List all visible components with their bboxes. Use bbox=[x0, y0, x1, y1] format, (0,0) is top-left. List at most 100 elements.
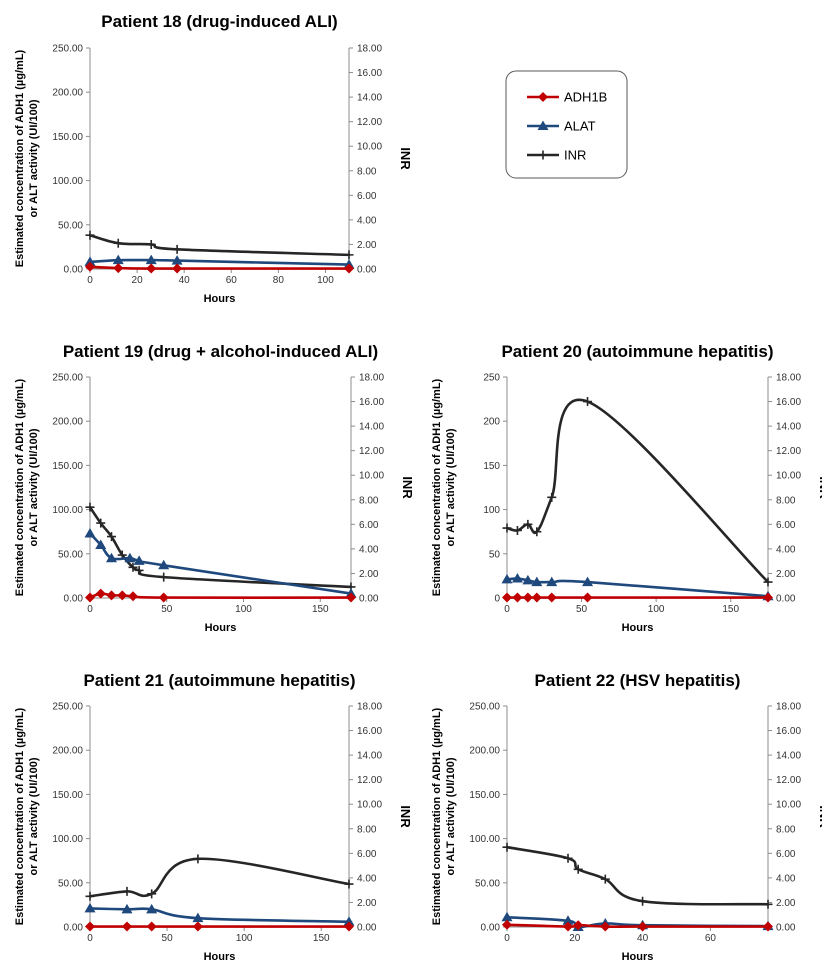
y2-tick-label: 6.00 bbox=[357, 191, 377, 202]
y-tick-label: 150.00 bbox=[52, 790, 83, 801]
data-point-inr bbox=[512, 525, 522, 535]
data-point-adh1b bbox=[563, 921, 574, 932]
y2-tick-label: 6.00 bbox=[776, 849, 796, 860]
data-point-inr bbox=[106, 532, 116, 542]
chart-title: Patient 21 (autoimmune hepatitis) bbox=[83, 671, 355, 690]
x-tick-label: 80 bbox=[273, 275, 285, 286]
y-tick-label: 100.00 bbox=[52, 176, 83, 187]
data-point-alat bbox=[146, 903, 158, 914]
data-point-alat bbox=[84, 256, 96, 266]
y-tick-label: 0.00 bbox=[64, 923, 84, 934]
data-point-adh1b bbox=[95, 588, 106, 599]
data-point-alat bbox=[562, 915, 574, 925]
y2-tick-label: 2.00 bbox=[357, 898, 377, 909]
series-line-alat bbox=[88, 907, 351, 923]
x-tick-label: 100 bbox=[236, 933, 253, 944]
data-point-alat bbox=[112, 254, 124, 265]
y2-axis-label: INR bbox=[817, 805, 822, 828]
y2-tick-label: 4.00 bbox=[357, 873, 377, 884]
data-point-adh1b bbox=[127, 591, 138, 602]
y2-tick-label: 6.00 bbox=[776, 520, 796, 531]
y2-tick-label: 0.00 bbox=[359, 594, 379, 605]
data-point-adh1b bbox=[344, 921, 354, 932]
y-tick-label: 50.00 bbox=[58, 878, 83, 889]
y2-tick-label: 2.00 bbox=[776, 569, 796, 580]
data-point-inr bbox=[85, 502, 95, 512]
y-tick-label: 150 bbox=[483, 461, 500, 472]
data-point-inr bbox=[600, 874, 610, 884]
y-tick-label: 150.00 bbox=[469, 790, 500, 801]
y-axis-label-line2: or ALT activity (UI/100) bbox=[28, 757, 40, 875]
data-point-alat bbox=[511, 573, 523, 583]
data-point-alat bbox=[133, 555, 145, 565]
chart-panel-18: Patient 18 (drug-induced ALI) 0.00 50.00 10… bbox=[14, 12, 413, 305]
y2-tick-label: 16.00 bbox=[359, 397, 384, 408]
data-point-adh1b bbox=[502, 919, 512, 930]
data-point-alat bbox=[121, 903, 133, 914]
y2-tick-label: 12.00 bbox=[776, 446, 801, 457]
y2-tick-label: 10.00 bbox=[776, 471, 801, 482]
data-point-alat bbox=[546, 576, 558, 587]
data-point-inr bbox=[563, 853, 573, 863]
x-tick-label: 150 bbox=[313, 933, 330, 944]
x-axis-label: Hours bbox=[204, 293, 236, 305]
y2-tick-label: 12.00 bbox=[359, 446, 384, 457]
y-axis-label-line2: or ALT activity (UI/100) bbox=[28, 99, 40, 217]
legend-marker-inr bbox=[538, 150, 548, 160]
chart-panel-19: Patient 19 (drug + alcohol-induced ALI) 0… bbox=[14, 342, 415, 634]
y-tick-label: 100 bbox=[483, 505, 500, 516]
y-axis-label-line2: or ALT activity (UI/100) bbox=[28, 428, 40, 546]
data-point-inr bbox=[583, 397, 593, 407]
y-tick-label: 50 bbox=[489, 549, 501, 560]
x-tick-label: 60 bbox=[705, 933, 717, 944]
y2-axis-label: INR bbox=[817, 476, 822, 499]
y2-tick-label: 14.00 bbox=[776, 751, 801, 762]
y2-tick-label: 14.00 bbox=[359, 422, 384, 433]
y2-axis-label: INR bbox=[398, 147, 413, 170]
y-tick-label: 200 bbox=[483, 417, 500, 428]
data-point-alat bbox=[582, 576, 594, 587]
y2-tick-label: 18.00 bbox=[776, 373, 801, 384]
data-point-adh1b bbox=[346, 592, 356, 603]
y-tick-label: 0.00 bbox=[481, 923, 501, 934]
x-axis-label: Hours bbox=[205, 622, 237, 634]
y-tick-label: 50.00 bbox=[58, 220, 83, 231]
data-point-alat bbox=[501, 573, 513, 584]
y2-tick-label: 2.00 bbox=[776, 898, 796, 909]
x-tick-label: 0 bbox=[87, 604, 93, 615]
chart-title: Patient 22 (HSV hepatitis) bbox=[535, 671, 741, 690]
x-tick-label: 20 bbox=[132, 275, 144, 286]
y2-tick-label: 12.00 bbox=[776, 775, 801, 786]
y2-tick-label: 2.00 bbox=[357, 240, 377, 251]
y2-tick-label: 16.00 bbox=[776, 726, 801, 737]
x-tick-label: 100 bbox=[648, 604, 665, 615]
data-point-inr bbox=[763, 577, 773, 587]
x-tick-label: 100 bbox=[317, 275, 334, 286]
x-tick-label: 50 bbox=[576, 604, 588, 615]
data-point-alat bbox=[531, 576, 543, 587]
chart-title: Patient 20 (autoimmune hepatitis) bbox=[501, 342, 773, 361]
legend-label-inr: INR bbox=[564, 148, 586, 163]
data-point-alat bbox=[105, 552, 117, 563]
y-tick-label: 200.00 bbox=[52, 417, 83, 428]
y2-tick-label: 16.00 bbox=[357, 726, 382, 737]
y2-tick-label: 8.00 bbox=[359, 495, 379, 506]
data-point-alat bbox=[192, 912, 204, 923]
data-point-alat bbox=[343, 916, 355, 926]
x-tick-label: 100 bbox=[235, 604, 252, 615]
y-tick-label: 50.00 bbox=[475, 878, 500, 889]
x-tick-label: 0 bbox=[87, 933, 93, 944]
data-point-inr bbox=[128, 562, 138, 572]
y2-tick-label: 8.00 bbox=[357, 166, 377, 177]
y2-tick-label: 4.00 bbox=[359, 544, 379, 555]
data-point-inr bbox=[193, 854, 203, 864]
y-tick-label: 200.00 bbox=[52, 746, 83, 757]
y2-tick-label: 14.00 bbox=[776, 422, 801, 433]
x-tick-label: 150 bbox=[722, 604, 739, 615]
chart-panel-20: Patient 20 (autoimmune hepatitis) 0 50 100 1… bbox=[431, 342, 822, 634]
data-point-alat bbox=[95, 539, 107, 549]
data-point-inr bbox=[113, 238, 123, 248]
y-tick-label: 0 bbox=[494, 594, 500, 605]
series-line-alat bbox=[505, 577, 770, 598]
data-point-adh1b bbox=[172, 263, 183, 274]
